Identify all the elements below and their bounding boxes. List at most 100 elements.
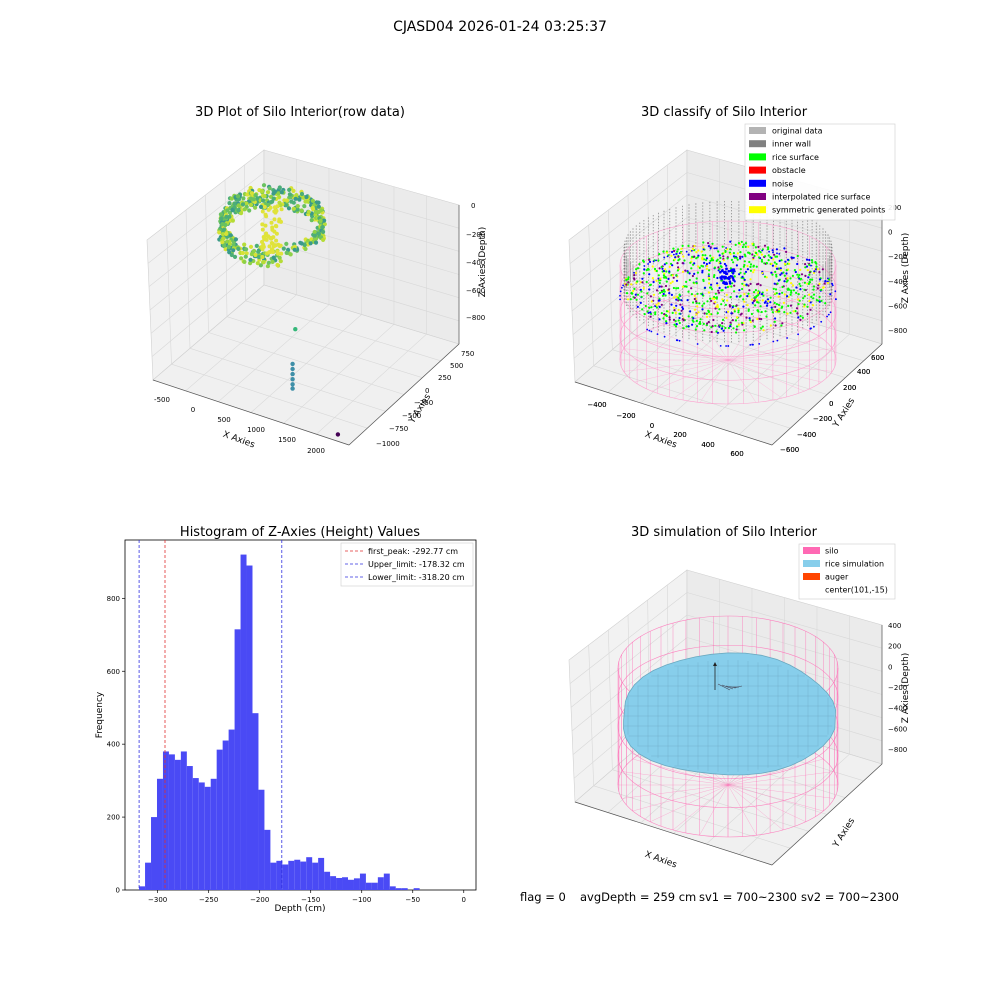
classify-plot-title: 3D classify of Silo Interior (641, 105, 808, 120)
classify-plot-ticks: −400−20002004006006004002000−200−400−600… (587, 204, 907, 458)
classify-plot-point (809, 308, 812, 311)
classify-plot-point (693, 272, 696, 275)
classify-plot-point (715, 296, 719, 299)
classify-plot-point (757, 282, 760, 285)
raw-plot-point (253, 193, 258, 198)
raw-plot-point (241, 196, 246, 201)
raw-plot-point (219, 216, 224, 221)
classify-plot-point (663, 313, 666, 316)
classify-plot-point (705, 312, 708, 315)
classify-plot-point (765, 262, 769, 265)
raw-plot-point (260, 209, 265, 214)
classify-legend-label: obstacle (772, 166, 806, 175)
histogram-y-tick-label: 400 (107, 741, 120, 749)
status-avg-depth: avgDepth = 259 cm (580, 890, 696, 904)
raw-plot-point (218, 212, 223, 217)
classify-plot-point (802, 297, 805, 300)
classify-legend-swatch (749, 127, 766, 134)
classify-plot-point (797, 293, 800, 296)
classify-plot-point (641, 281, 644, 284)
classify-plot-x-tick-label: 0 (650, 422, 654, 430)
classify-plot-point (654, 313, 657, 316)
classify-plot-point (767, 300, 770, 303)
classify-plot-y-tick-label: 200 (843, 384, 856, 392)
classify-plot-point (761, 299, 764, 302)
raw-plot-point (261, 183, 267, 188)
classify-plot-point (775, 292, 778, 295)
raw-plot-point (297, 197, 302, 202)
classify-plot-x-axis-line (574, 381, 773, 446)
classify-plot-point (730, 285, 733, 288)
classify-plot-noise-point (646, 328, 649, 331)
classify-plot-point (744, 255, 747, 258)
simulation-plot-title: 3D simulation of Silo Interior (631, 525, 818, 540)
raw-plot-point (273, 210, 278, 215)
raw-plot-point (256, 249, 261, 254)
raw-plot-point (260, 222, 265, 227)
classify-plot-point (626, 298, 630, 301)
classify-plot-point (710, 330, 713, 334)
raw-plot-point (222, 227, 227, 232)
histogram-bar (276, 860, 283, 890)
classify-plot-point (652, 293, 656, 296)
raw-plot-y-axis-line (348, 343, 460, 446)
classify-plot-point (772, 258, 775, 261)
classify-plot-silo-floor-spoke (727, 321, 783, 361)
classify-plot-point (741, 245, 745, 249)
classify-plot-point (788, 288, 791, 291)
classify-plot-point (690, 267, 693, 270)
classify-plot-point (678, 312, 681, 315)
classify-plot-point (677, 266, 680, 269)
classify-plot-point (806, 269, 809, 272)
simulation-plot-z-tick-label: −600 (888, 725, 907, 733)
raw-plot-point (242, 259, 247, 264)
raw-plot-outlier-point (290, 366, 295, 372)
classify-plot-point (659, 277, 662, 280)
raw-plot-point (291, 200, 296, 205)
classify-plot-point (743, 263, 746, 267)
classify-plot-point (773, 320, 776, 323)
histogram-bar (395, 888, 402, 890)
simulation-plot-silo-floor-spoke (727, 784, 757, 836)
classify-plot-grid-line (668, 300, 864, 362)
classify-plot-point (710, 313, 713, 316)
classify-plot-point (707, 310, 711, 314)
histogram-legend-label: Lower_limit: -318.20 cm (368, 573, 465, 582)
classify-plot-noise-point (727, 269, 730, 273)
raw-plot-point (288, 252, 293, 257)
classify-plot-silo-floor-spoke (727, 337, 822, 361)
histogram-bar (234, 629, 241, 890)
classify-plot-point (629, 298, 632, 301)
classify-plot-point (693, 294, 696, 297)
classify-plot-noise-point (768, 250, 770, 253)
classify-plot-point (780, 324, 783, 327)
classify-plot-point (783, 280, 786, 283)
histogram-bar (342, 877, 348, 890)
raw-plot-point (271, 255, 276, 260)
histogram-bar (222, 740, 229, 890)
classify-plot-point (710, 288, 714, 291)
classify-plot-noise-point (834, 290, 837, 293)
classify-plot-noise-point (829, 311, 832, 314)
classify-plot-point (644, 304, 647, 308)
classify-plot-point (699, 322, 702, 325)
histogram-bar (330, 876, 337, 890)
simulation-legend-swatch (803, 560, 820, 567)
classify-plot-noise-point (835, 298, 837, 301)
simulation-plot-y-tick-label: 400 (857, 368, 870, 376)
classify-plot-noise-point (813, 325, 815, 328)
classify-plot-point (772, 287, 775, 290)
classify-plot-point (811, 261, 814, 264)
simulation-plot-y-tick-label: −600 (780, 446, 799, 454)
classify-plot-point (681, 244, 684, 247)
classify-plot-point (815, 268, 818, 271)
classify-plot-point (675, 298, 678, 301)
histogram-y-axis-label: Frequency (95, 691, 105, 738)
classify-plot-point (812, 293, 816, 296)
histogram-bar (156, 778, 163, 890)
classify-plot-point (673, 309, 676, 312)
raw-plot-point (225, 208, 230, 213)
classify-plot-point (741, 275, 744, 278)
raw-plot-point (312, 229, 317, 235)
classify-plot-point (678, 316, 681, 320)
